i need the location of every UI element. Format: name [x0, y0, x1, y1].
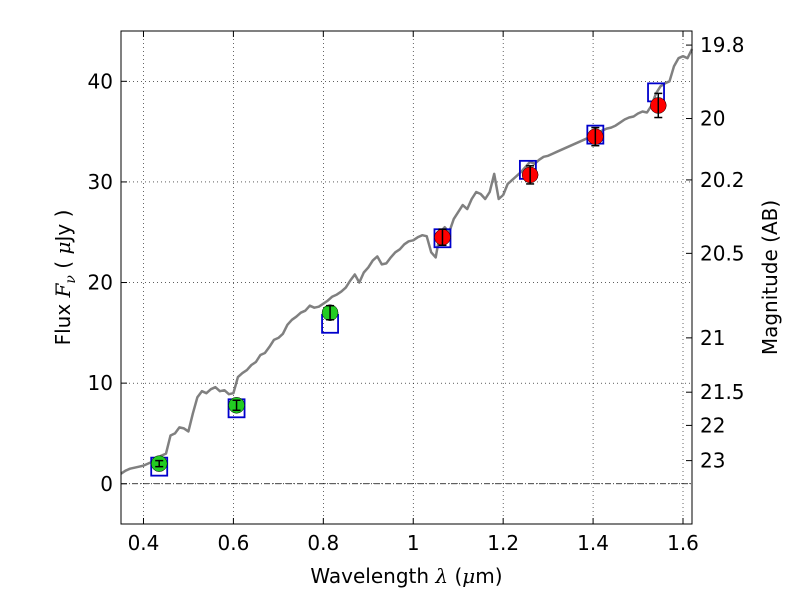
x-tick-label: 1.2 [487, 531, 519, 555]
y2-tick-label: 20.2 [700, 168, 745, 192]
x-tick-label: 1.6 [667, 531, 699, 555]
y-axis-title-unit-open: ( [51, 255, 75, 269]
axes: 0.4 0.6 0.8 1 1.2 1.4 1.6 0 10 20 30 40 19.8 20 20.2 20… [88, 31, 745, 555]
grid [121, 31, 692, 524]
x-tick-label: 0.8 [307, 531, 339, 555]
y-axis-title: Flux Fν ( μJy ) [51, 210, 79, 346]
y-tick-label: 40 [88, 69, 113, 93]
y2-axis-title: Magnitude (AB) [758, 200, 782, 355]
y-tick-label: 30 [88, 170, 113, 194]
x-axis-title: Wavelength λ (μm) [310, 564, 502, 588]
y2-tick-label: 23 [700, 449, 725, 473]
x-tick-label: 1 [407, 531, 420, 555]
y-tick-label: 0 [100, 472, 113, 496]
y2-tick-label: 19.8 [700, 33, 745, 57]
y-tick-label: 20 [88, 271, 113, 295]
plot-frame [120, 30, 693, 525]
y-axis-title-unit-mu: μ [51, 242, 75, 255]
x-tick-label: 1.4 [577, 531, 609, 555]
y-axis-title-unit-rest: Jy ) [51, 210, 75, 244]
y2-tick-label: 22 [700, 413, 725, 437]
x-axis-title-unit-rest: m) [475, 564, 502, 588]
y2-tick-label: 21 [700, 326, 725, 350]
y2-tick-label: 21.5 [700, 380, 745, 404]
y-axis-title-symbol: F [51, 282, 75, 298]
y2-tick-label: 20 [700, 107, 725, 131]
x-tick-label: 0.4 [128, 531, 160, 555]
y-tick-label: 10 [88, 371, 113, 395]
y2-tick-label: 20.5 [700, 241, 745, 265]
y-axis-title-text: Flux [51, 304, 75, 346]
x-tick-label: 0.6 [217, 531, 249, 555]
x-axis-title-text: Wavelength [310, 564, 429, 588]
x-axis-title-symbol: λ [434, 564, 448, 588]
x-axis-title-unit-mu: μ [462, 564, 475, 588]
x-axis-title-unit-open: ( [448, 564, 462, 588]
plot-series [120, 48, 694, 477]
spectrum-line [120, 48, 694, 475]
y-axis-title-subscript: ν [63, 275, 79, 284]
